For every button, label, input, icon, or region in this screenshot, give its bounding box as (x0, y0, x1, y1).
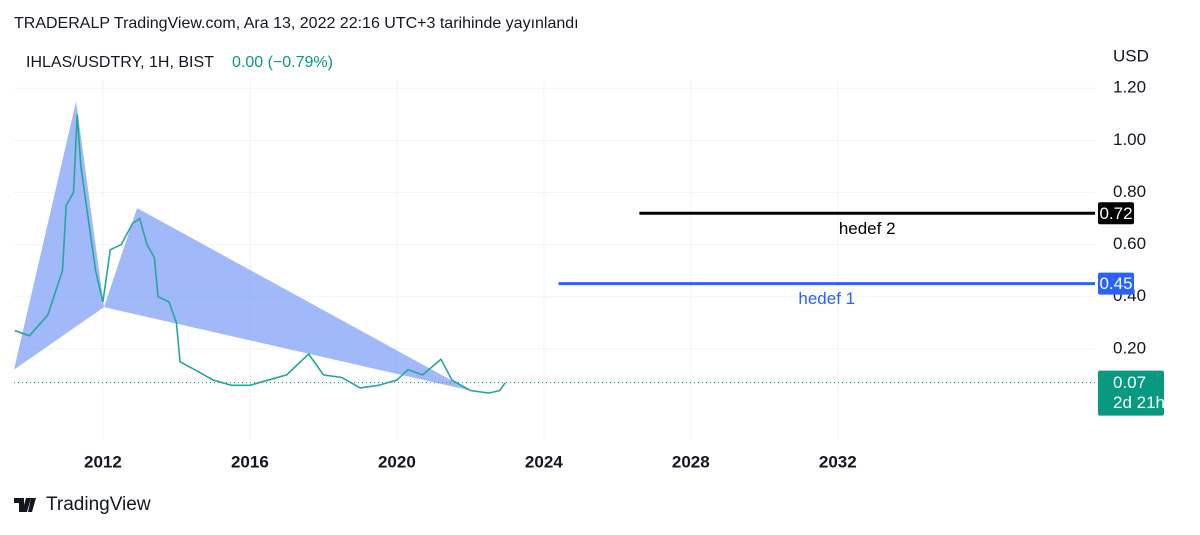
x-tick-label: 2024 (525, 452, 563, 471)
currency: USD (1113, 46, 1149, 65)
x-tick-label: 2032 (819, 452, 857, 471)
target-name: hedef 1 (798, 289, 855, 308)
countdown: 2d 21h (1113, 393, 1165, 412)
target-name: hedef 2 (839, 219, 896, 238)
price-line (14, 114, 506, 394)
symbol: IHLAS/USDTRY, 1H, BIST (26, 54, 214, 71)
y-tick-label: 1.20 (1113, 78, 1146, 97)
y-tick-label: 0.80 (1113, 182, 1146, 201)
last-price-label: 0.07 (1113, 373, 1146, 392)
header: TRADERALP TradingView.com, Ara 13, 2022 … (14, 15, 579, 32)
last-price-tag (1098, 370, 1164, 416)
x-tick-label: 2012 (84, 452, 122, 471)
change: 0.00 (−0.79%) (232, 54, 333, 71)
x-tick-label: 2020 (378, 452, 416, 471)
price-tag (1098, 202, 1134, 225)
y-tick-label: 0.20 (1113, 338, 1146, 357)
price-tag-label: 0.45 (1099, 274, 1132, 293)
y-tick-label: 1.00 (1113, 130, 1146, 149)
x-tick-label: 2028 (672, 452, 710, 471)
price-tag-label: 0.72 (1099, 204, 1132, 223)
logo (14, 498, 36, 512)
price-tag (1098, 272, 1134, 295)
pattern-triangle (104, 208, 470, 391)
y-tick-label: 0.60 (1113, 234, 1146, 253)
x-tick-label: 2016 (231, 452, 269, 471)
footer: TradingView (46, 494, 151, 515)
